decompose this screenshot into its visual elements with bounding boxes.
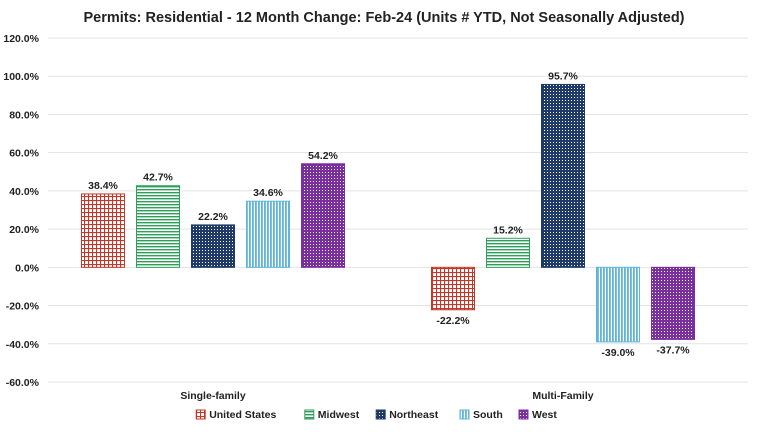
data-label: -39.0%	[601, 347, 635, 359]
data-label: 38.4%	[88, 180, 118, 192]
y-tick-label: -40.0%	[6, 339, 40, 351]
legend: United States Midwest Northeast South West	[195, 409, 557, 421]
bar	[246, 200, 290, 268]
chart-title: Permits: Residential - 12 Month Change: …	[83, 10, 684, 26]
x-axis: Single-family Multi-Family	[180, 390, 593, 402]
legend-swatch	[518, 409, 529, 420]
bars	[81, 83, 695, 343]
data-label: 15.2%	[493, 224, 523, 236]
bar	[596, 266, 640, 343]
y-axis: 120.0% 100.0% 80.0% 60.0% 40.0% 20.0% 0.0% -20.…	[3, 33, 39, 389]
legend-swatch	[195, 409, 206, 420]
legend-item: South	[459, 409, 503, 421]
legend-item: Midwest	[304, 409, 360, 421]
bar	[81, 193, 125, 268]
bar	[651, 266, 695, 340]
data-label: -22.2%	[436, 315, 470, 327]
legend-label: United States	[209, 409, 276, 421]
data-labels: 38.4% 42.7% 22.2% 34.6% 54.2% -22.2% 15.2% 95.7…	[88, 70, 690, 358]
y-tick-label: 60.0%	[9, 148, 39, 160]
bar	[486, 237, 530, 268]
data-label: 95.7%	[548, 70, 578, 82]
data-label: -37.7%	[656, 344, 690, 356]
y-tick-label: 0.0%	[15, 262, 40, 274]
y-tick-label: 100.0%	[3, 71, 39, 83]
bar	[541, 83, 585, 268]
y-tick-label: 20.0%	[9, 224, 39, 236]
data-label: 54.2%	[308, 150, 338, 162]
bar	[136, 185, 180, 268]
legend-item: West	[518, 409, 557, 421]
data-label: 22.2%	[198, 211, 228, 223]
legend-swatch	[375, 409, 386, 420]
y-tick-label: 80.0%	[9, 109, 39, 121]
legend-swatch	[459, 409, 470, 420]
legend-label: Northeast	[389, 409, 439, 421]
data-label: 42.7%	[143, 172, 173, 184]
y-tick-label: -20.0%	[6, 301, 40, 313]
legend-label: West	[532, 409, 557, 421]
legend-item: United States	[195, 409, 276, 421]
legend-swatch	[304, 409, 315, 420]
y-tick-label: 120.0%	[3, 33, 39, 45]
data-label: 34.6%	[253, 187, 283, 199]
legend-label: Midwest	[318, 409, 360, 421]
legend-item: Northeast	[375, 409, 439, 421]
x-tick-label: Multi-Family	[532, 390, 593, 402]
legend-label: South	[473, 409, 503, 421]
bar	[191, 224, 235, 268]
bar	[301, 163, 345, 268]
x-tick-label: Single-family	[180, 390, 246, 402]
y-tick-label: 40.0%	[9, 186, 39, 198]
bar	[431, 266, 475, 311]
y-tick-label: -60.0%	[6, 377, 40, 389]
